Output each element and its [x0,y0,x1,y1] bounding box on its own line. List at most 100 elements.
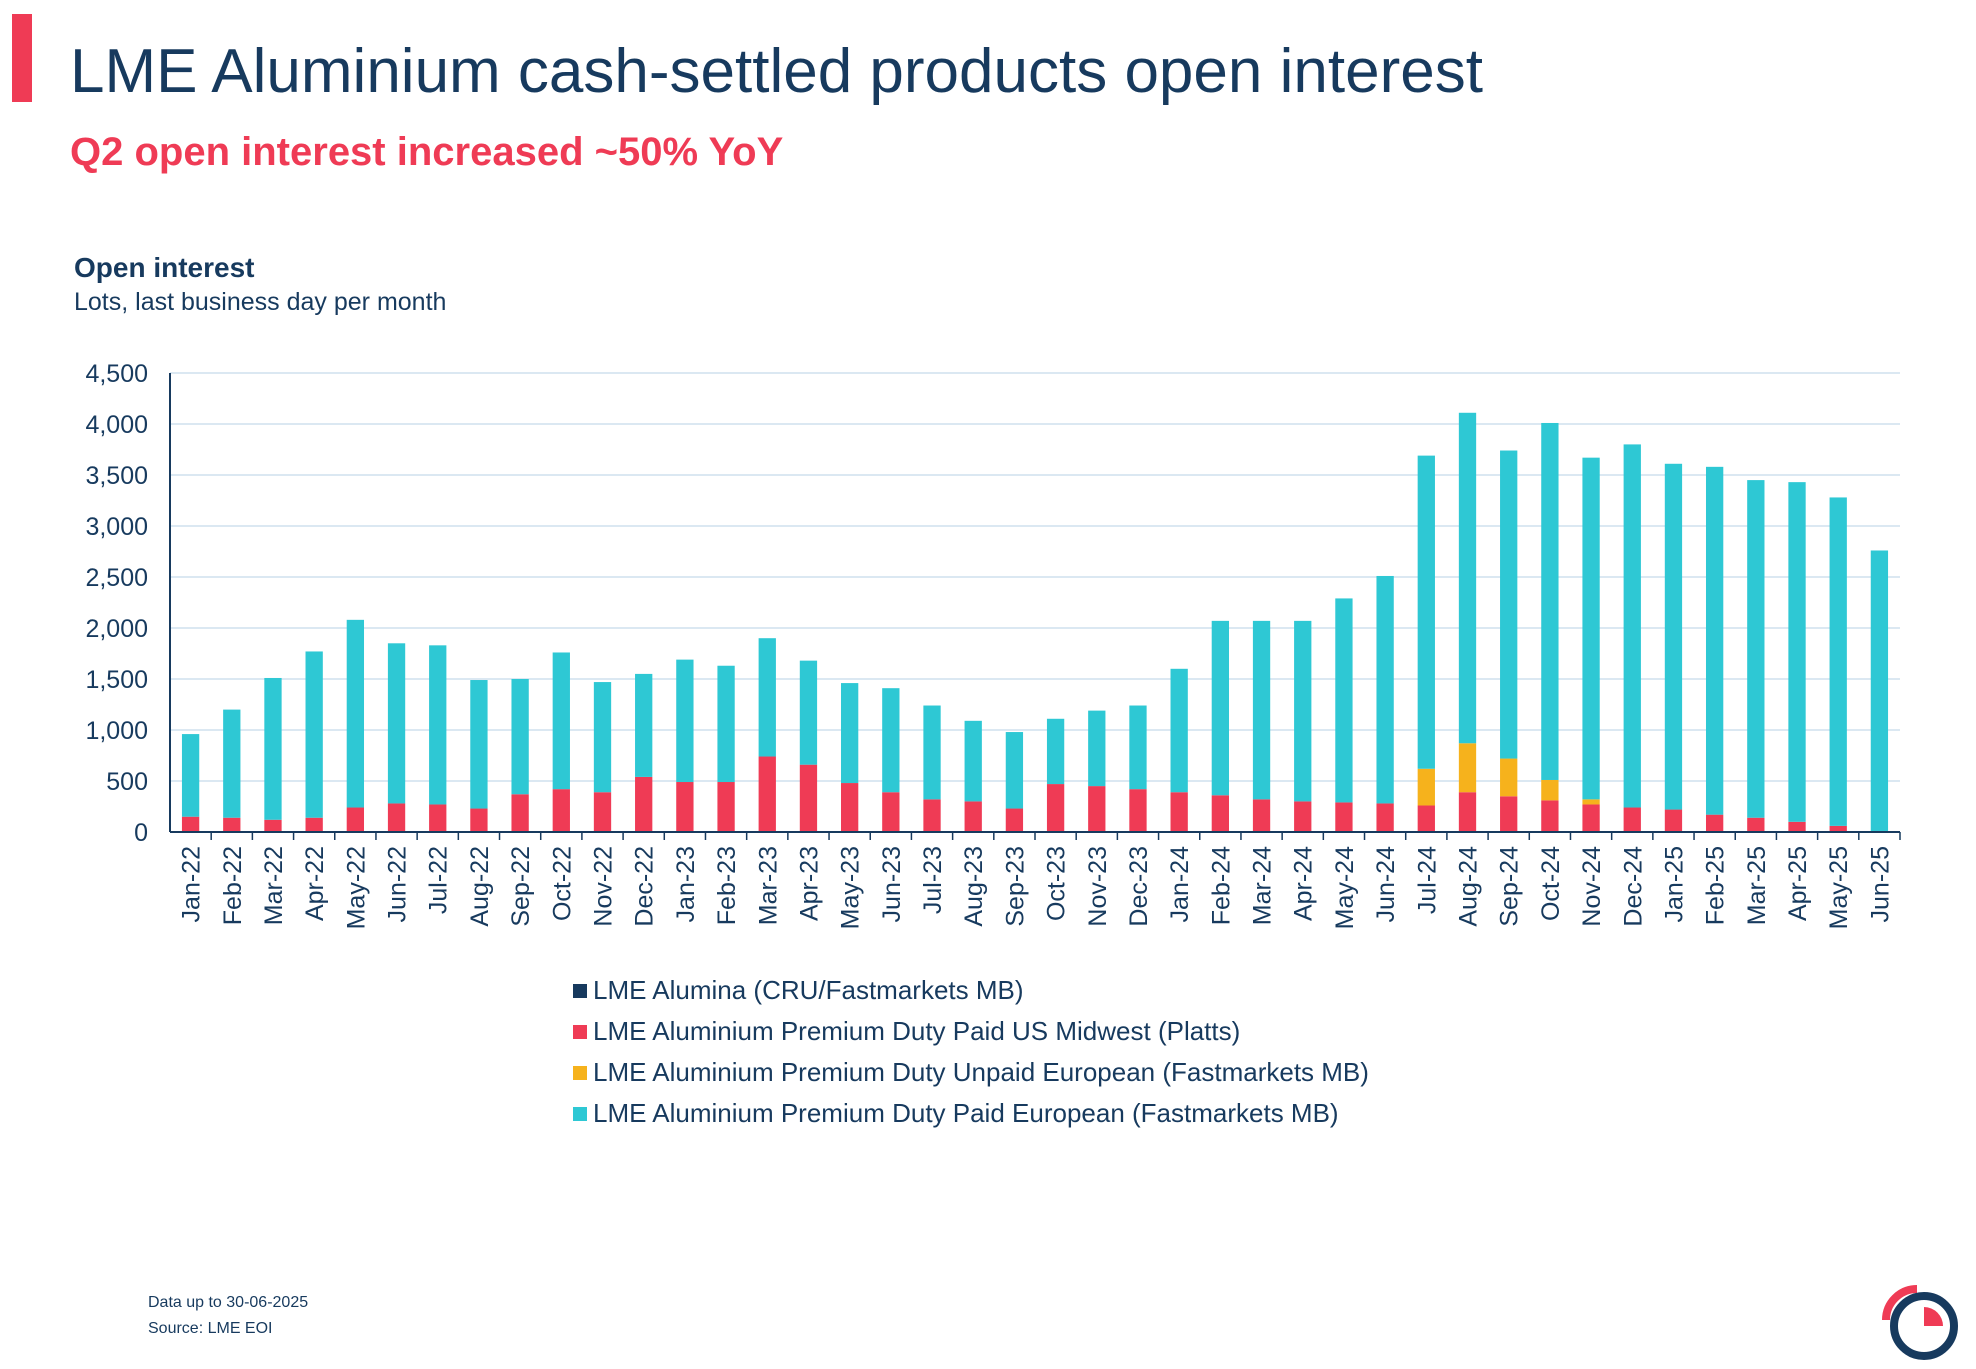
bar-segment [1788,482,1806,822]
x-tick-label: Aug-22 [466,846,494,927]
y-tick-label: 0 [134,819,148,847]
bar-segment [1582,457,1600,800]
page-title: LME Aluminium cash-settled products open… [70,37,1483,106]
bar-segment [1252,620,1271,800]
bar-segment [964,720,982,802]
bar-segment [1046,718,1065,785]
title-accent-bar [12,14,32,102]
x-tick-label: Apr-23 [795,846,823,921]
x-tick-label: Oct-24 [1537,846,1565,921]
bar-segment [882,688,900,793]
bar-segment [1417,455,1435,769]
bar-segment [1623,444,1641,808]
bar-segment [429,804,447,832]
bar-segment [1829,825,1847,832]
bar-segment [429,645,447,805]
bar-segment [511,794,529,832]
bar-segment [1623,807,1641,832]
bar-segment [1046,784,1065,832]
bar-segment [1170,668,1188,793]
bar-segment [758,638,776,757]
x-tick-label: Feb-25 [1702,846,1730,925]
bar-segment [305,651,323,818]
y-tick-label: 4,000 [85,411,148,439]
bar-segment [717,665,735,783]
legend-item-duty-unpaid-european: LME Aluminium Premium Duty Unpaid Europe… [573,1052,1369,1093]
bar-segment [181,816,200,832]
bar-segment [1500,796,1518,832]
bar-segment [1705,466,1724,815]
x-tick-label: Jan-23 [672,846,700,922]
bar-segment [1747,480,1765,818]
x-tick-label: Apr-25 [1784,846,1812,921]
x-tick-label: Dec-23 [1125,846,1153,927]
x-tick-label: Jun-22 [384,846,412,922]
bar-segment [923,705,941,800]
bar-segment [264,819,282,832]
legend-swatch-alumina [573,983,587,998]
bar-segment [1458,792,1477,832]
bar-segment [676,659,694,783]
bar-segment [1252,799,1271,832]
x-tick-label: Sep-23 [1001,846,1029,927]
chart-legend: LME Alumina (CRU/Fastmarkets MB) LME Alu… [573,970,1369,1134]
legend-swatch-us-midwest [573,1024,587,1039]
bar-segment [346,619,365,808]
bar-segment [1582,804,1600,832]
bar-segment [1005,732,1024,809]
bar-segment [593,792,612,832]
x-tick-label: Sep-24 [1496,846,1524,927]
x-tick-label: Mar-24 [1249,846,1277,925]
bar-segment [1211,795,1230,832]
x-tick-label: Apr-24 [1290,846,1318,921]
chart-subheading: Lots, last business day per month [74,288,447,316]
bar-segment [882,792,900,832]
bar-segment [223,709,241,818]
x-tick-label: May-22 [342,846,370,929]
y-tick-label: 500 [106,768,148,796]
bar-segment [223,817,241,832]
bar-segment [305,817,323,832]
bar-segment [799,764,818,832]
bar-segment [1541,779,1559,801]
x-tick-label: Jul-24 [1413,846,1441,914]
x-tick-label: Jun-25 [1866,846,1894,922]
bar-segment [1417,805,1435,832]
bar-segment [758,756,776,832]
x-tick-label: Nov-22 [590,846,618,927]
x-tick-label: Nov-23 [1084,846,1112,927]
bar-segment [511,679,529,795]
bar-segment [1458,743,1477,793]
x-tick-label: Feb-22 [219,846,247,925]
y-tick-label: 4,500 [85,360,148,388]
x-tick-label: Oct-22 [548,846,576,921]
bar-segment [387,803,406,832]
bar-segment [1129,789,1147,832]
x-tick-label: May-25 [1825,846,1853,929]
bar-segment [964,801,982,832]
bar-segment [1335,802,1353,832]
bar-segment [1541,800,1559,832]
bar-segment [676,782,694,832]
y-tick-label: 1,000 [85,717,148,745]
bar-segment [1376,803,1394,832]
x-tick-label: Jan-22 [178,846,206,922]
legend-label-duty-unpaid-european: LME Aluminium Premium Duty Unpaid Europe… [593,1057,1369,1087]
legend-label-alumina: LME Alumina (CRU/Fastmarkets MB) [593,975,1024,1005]
bar-segment [1705,814,1724,832]
bar-segment [635,776,653,832]
bar-segment [799,660,818,765]
x-tick-label: Feb-23 [713,846,741,925]
bar-segment [1211,620,1230,796]
bar-segment [1417,768,1435,806]
bar-segment [1458,412,1477,744]
bar-segment [1500,758,1518,797]
lme-logo-icon [1882,1285,1958,1360]
bar-segment [346,807,365,832]
chart-heading: Open interest [74,252,255,283]
x-tick-label: Oct-23 [1043,846,1071,921]
x-tick-label: Jul-22 [425,846,453,914]
x-tick-label: Mar-23 [754,846,782,925]
legend-item-us-midwest: LME Aluminium Premium Duty Paid US Midwe… [573,1011,1369,1052]
bar-segment [470,808,488,832]
